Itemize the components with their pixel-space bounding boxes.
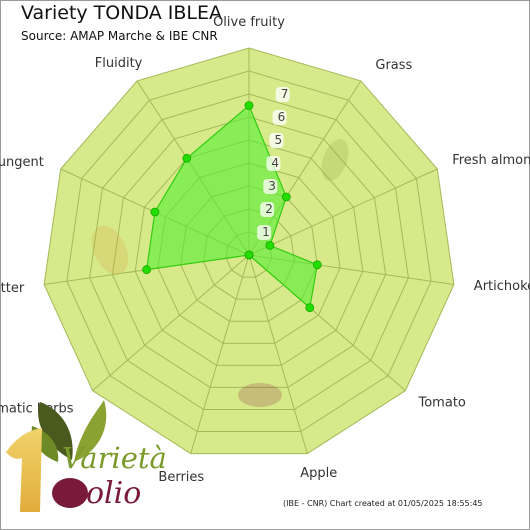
- category-label-berries: Berries: [158, 470, 204, 485]
- grid-spoke-8: [92, 254, 250, 391]
- grid-spoke-6: [248, 254, 308, 454]
- category-label-bitter: Bitter: [0, 281, 25, 296]
- category-label-grass: Grass: [375, 58, 412, 73]
- series-point-olive-fruity: [244, 101, 254, 110]
- category-label-apple: Apple: [300, 466, 337, 481]
- series-point-artichoke: [312, 260, 322, 270]
- logo-text-bottom: olio: [86, 476, 141, 511]
- category-label-artichoke: Artichoke: [474, 279, 530, 294]
- tick-label-bg-5: [269, 133, 284, 148]
- watermark-olive-1: [91, 225, 129, 275]
- tick-label-bg-1: [257, 225, 272, 240]
- logo-leaf-dark: [38, 402, 73, 460]
- tick-label-bg-3: [263, 179, 278, 194]
- series-point-aromatic-herbs: [244, 250, 254, 260]
- category-label-tomato: Tomato: [418, 395, 466, 410]
- tick-label-2: 2: [265, 202, 273, 216]
- grid-spoke-7: [190, 254, 250, 454]
- watermark-olive-3: [238, 383, 282, 407]
- tick-label-bg-6: [272, 110, 287, 125]
- logo-numeral-one: [6, 428, 42, 512]
- tick-label-bg-4: [266, 156, 281, 171]
- chart-source: Source: AMAP Marche & IBE CNR: [21, 29, 218, 43]
- series-point-fresh-almond: [265, 240, 275, 250]
- category-label-pungent: Pungent: [0, 155, 44, 170]
- tick-label-6: 6: [278, 110, 286, 124]
- logo-text-top: Varietà: [62, 441, 167, 475]
- grid-spoke-3: [248, 168, 438, 256]
- radial-ticks: 1 2 3 4 5 6 7: [257, 87, 290, 240]
- series-point-pungent: [150, 207, 160, 217]
- category-label-olive-fruity: Olive fruity: [213, 15, 285, 30]
- chart-created-note: (IBE - CNR) Chart created at 01/05/2025 …: [283, 499, 483, 508]
- series-point-bitter: [142, 265, 152, 275]
- tick-label-1: 1: [262, 225, 270, 239]
- series-point-grass: [281, 192, 291, 202]
- tick-label-3: 3: [268, 179, 276, 193]
- varieta-olio-logo: Varietà olio: [6, 400, 167, 512]
- series-point-tomato: [305, 303, 315, 313]
- category-labels: Olive fruity Grass Fresh almond Artichoke To…: [0, 15, 530, 485]
- chart-title: Variety TONDA IBLEA: [21, 2, 223, 24]
- watermark: [91, 138, 349, 407]
- tick-label-7: 7: [281, 87, 289, 101]
- radar-series: [142, 101, 322, 313]
- series-point-fluidity: [182, 153, 192, 163]
- watermark-olive-2: [321, 138, 349, 182]
- category-label-fresh-almond: Fresh almond: [452, 153, 530, 168]
- tick-label-bg-7: [275, 87, 290, 102]
- category-label-fluidity: Fluidity: [95, 56, 143, 71]
- tick-label-5: 5: [275, 133, 283, 147]
- logo-leaf-light: [74, 400, 107, 462]
- series-area: [145, 104, 318, 309]
- category-label-aromatic-herbs: Aromatic herbs: [0, 401, 74, 416]
- tick-label-bg-2: [260, 202, 275, 217]
- tick-label-4: 4: [271, 156, 279, 170]
- logo-olive: [52, 478, 88, 508]
